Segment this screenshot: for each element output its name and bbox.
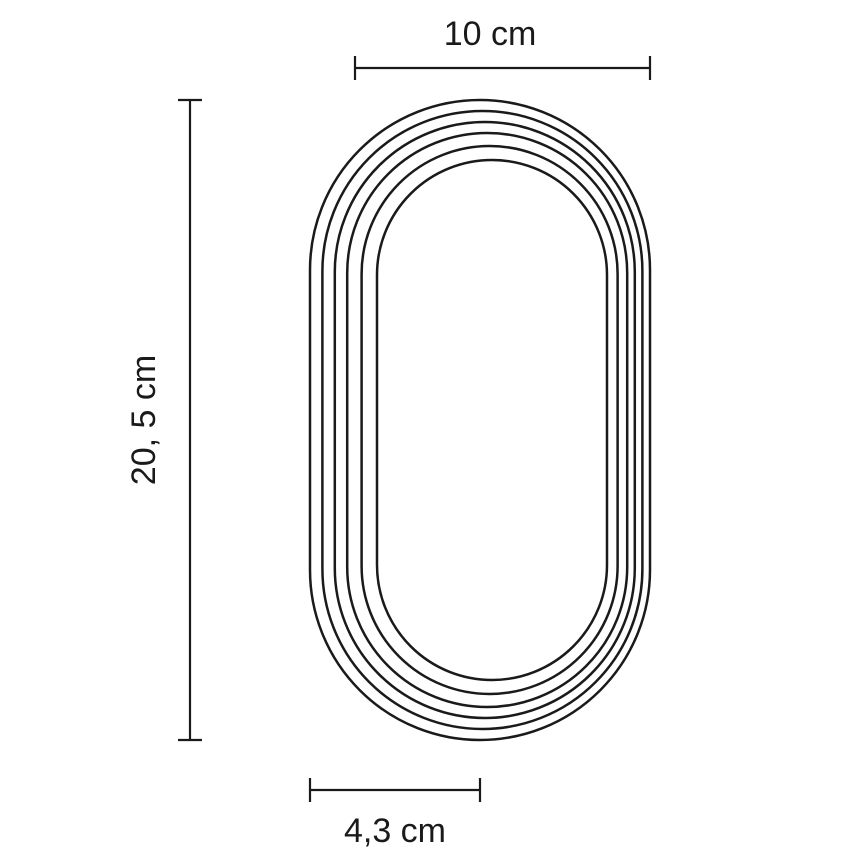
lamp-ring-5 — [377, 160, 607, 680]
lamp-ring-2 — [335, 122, 635, 718]
lamp-ring-3 — [347, 133, 627, 707]
lamp-outline — [310, 100, 650, 740]
dimension-drawing: 10 cm 20, 5 cm 4,3 cm — [0, 0, 868, 868]
dim-label-depth_bottom: 4,3 cm — [344, 812, 446, 850]
dim-label-width_top: 10 cm — [444, 15, 537, 53]
dim-label-height_left: 20, 5 cm — [125, 355, 163, 485]
lamp-ring-1 — [322, 111, 642, 729]
lamp-ring-4 — [362, 146, 618, 694]
